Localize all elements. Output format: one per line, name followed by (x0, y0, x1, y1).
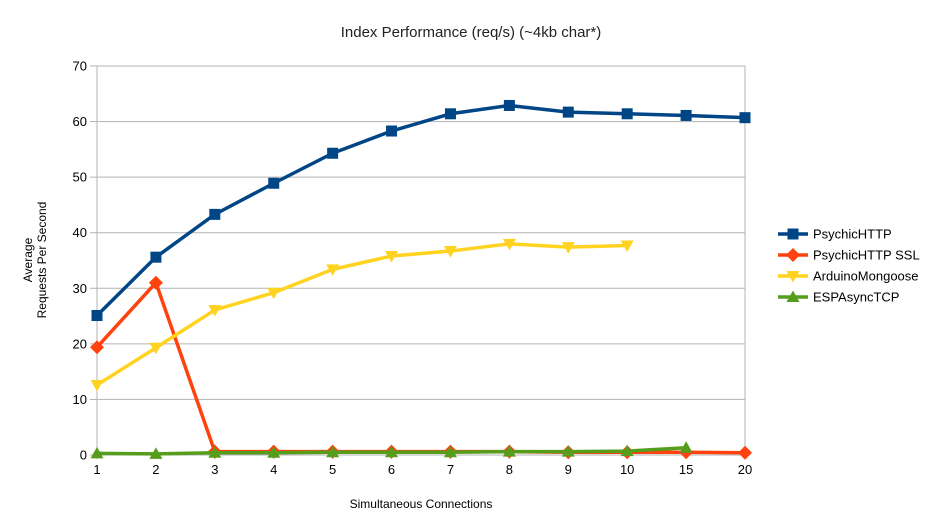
marker-psychichttp-ssl-x2 (148, 275, 163, 290)
marker-arduinomongoose-x1 (90, 379, 104, 392)
marker-psychichttp-ssl-x1 (90, 340, 104, 355)
marker-psychichttp-x2 (150, 251, 162, 263)
marker-espasynctcp-x10 (620, 444, 634, 457)
x-tick-label-8: 8 (506, 462, 513, 477)
series-arduinomongoose (90, 238, 634, 392)
marker-arduinomongoose-x10 (620, 240, 634, 252)
x-tick-label-6: 6 (388, 462, 395, 477)
series-line-psychichttp-ssl (95, 280, 747, 455)
legend-label-espasynctcp: ESPAsyncTCP (813, 290, 899, 305)
marker-psychichttp-x9 (562, 106, 574, 118)
marker-espasynctcp-x6 (385, 445, 399, 458)
marker-psychichttp-x6 (386, 125, 398, 137)
marker-psychichttp-x8 (503, 99, 515, 111)
x-tick-label-10: 10 (620, 462, 634, 477)
marker-espasynctcp-x1 (90, 446, 104, 459)
grid-layer (97, 65, 745, 456)
marker-psychichttp-x3 (209, 208, 221, 220)
y-tick-label-60: 60 (73, 114, 87, 129)
legend-item-psychichttp-ssl: PsychicHTTP SSL (778, 248, 920, 263)
legend: PsychicHTTP PsychicHTTP SSL ArduinoMongoos… (778, 227, 920, 305)
x-tick-label-20: 20 (738, 462, 752, 477)
x-tick-label-5: 5 (329, 462, 336, 477)
y-tick-label-10: 10 (73, 392, 87, 407)
x-tick-label-15: 15 (679, 462, 693, 477)
marker-espasynctcp-x7 (443, 445, 457, 458)
y-tick-label-0: 0 (80, 448, 87, 463)
marker-arduinomongoose-x3 (208, 304, 222, 317)
marker-arduinomongoose-x7 (443, 246, 457, 258)
x-axis-title: Simultaneous Connections (350, 497, 493, 511)
legend-label-psychichttp-ssl: PsychicHTTP SSL (813, 248, 920, 263)
marker-arduinomongoose-x4 (267, 287, 281, 300)
y-axis-title-line2: Requests Per Second (35, 202, 49, 319)
marker-espasynctcp-x8 (502, 445, 516, 457)
series-line-psychichttp (95, 103, 747, 318)
x-tick-label-3: 3 (211, 462, 218, 477)
series-psychichttp-ssl (90, 275, 752, 460)
series-line-arduinomongoose (95, 242, 629, 387)
legend-marker-psychichttp (787, 228, 799, 240)
y-tick-label-30: 30 (73, 281, 87, 296)
y-tick-label-70: 70 (73, 59, 87, 74)
legend-label-arduinomongoose: ArduinoMongoose (813, 269, 919, 284)
y-axis-title: Average Requests Per Second (21, 202, 49, 319)
series-layer (90, 99, 752, 460)
y-tick-label-40: 40 (73, 225, 87, 240)
legend-marker-espasynctcp (786, 290, 800, 302)
series-psychichttp (91, 99, 751, 322)
x-tick-label-1: 1 (93, 462, 100, 477)
marker-espasynctcp-x5 (326, 445, 340, 458)
x-tick-label-2: 2 (152, 462, 159, 477)
x-tick-label-4: 4 (270, 462, 277, 477)
marker-espasynctcp-x15 (679, 441, 693, 453)
legend-item-espasynctcp: ESPAsyncTCP (778, 290, 899, 305)
marker-psychichttp-x15 (680, 109, 692, 121)
chart-title: Index Performance (req/s) (~4kb char*) (341, 24, 602, 41)
legend-label-psychichttp: PsychicHTTP (813, 227, 892, 242)
marker-psychichttp-x20 (739, 112, 751, 124)
marker-psychichttp-x7 (444, 108, 456, 120)
marker-psychichttp-x5 (327, 147, 339, 159)
marker-espasynctcp-x3 (208, 446, 222, 458)
marker-psychichttp-x10 (621, 108, 633, 120)
legend-item-arduinomongoose: ArduinoMongoose (778, 269, 919, 284)
legend-item-psychichttp: PsychicHTTP (778, 227, 892, 242)
marker-arduinomongoose-x9 (561, 242, 575, 254)
x-tick-label-9: 9 (565, 462, 572, 477)
marker-arduinomongoose-x5 (326, 264, 340, 276)
y-axis-title-line1: Average (21, 237, 35, 282)
marker-arduinomongoose-x8 (502, 238, 516, 251)
y-tick-label-20: 20 (73, 336, 87, 351)
marker-espasynctcp-x2 (149, 447, 163, 459)
marker-psychichttp-ssl-x20 (738, 445, 752, 460)
marker-espasynctcp-x4 (267, 446, 281, 458)
marker-arduinomongoose-x6 (385, 251, 399, 263)
x-tick-label-7: 7 (447, 462, 454, 477)
y-tick-label-50: 50 (73, 170, 87, 185)
marker-arduinomongoose-x2 (149, 342, 163, 355)
marker-psychichttp-x4 (268, 177, 280, 189)
marker-psychichttp-x1 (91, 310, 103, 322)
marker-espasynctcp-x9 (561, 445, 575, 457)
legend-marker-arduinomongoose (786, 271, 800, 283)
legend-marker-psychichttp-ssl (786, 248, 800, 262)
series-espasynctcp (90, 441, 693, 459)
